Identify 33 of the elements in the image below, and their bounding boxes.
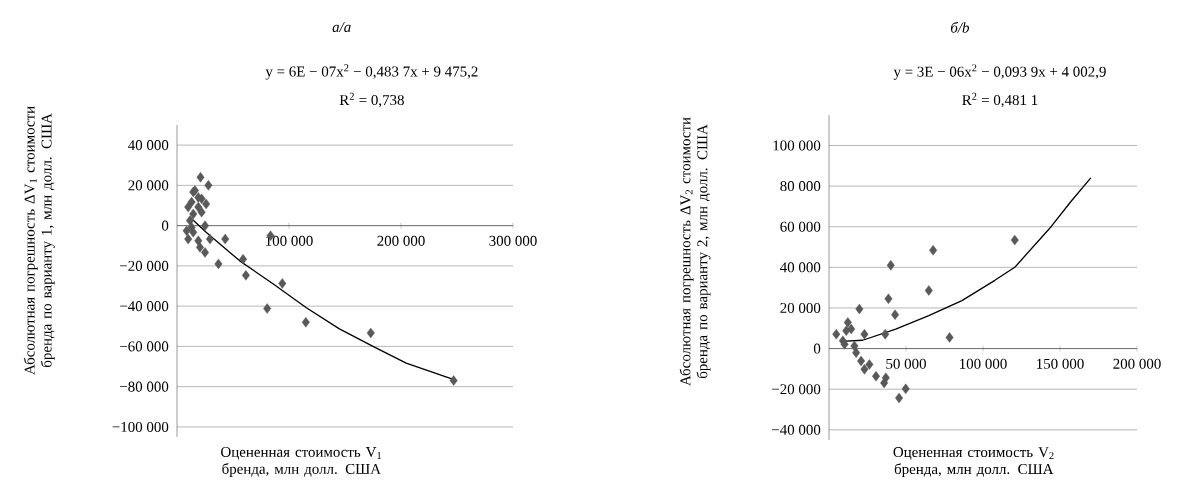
y-tick-label: 60 000	[780, 221, 821, 232]
x-axis-title: Оцененная стоимость V$_{2}$ бренда, млн долл. США	[893, 447, 1054, 478]
text: R$^{2}$ = 0,738	[339, 92, 404, 108]
text: y = 3E − 06x$^{2}$ − 0,093 9x + 4 002,9	[893, 64, 1106, 80]
y-tick-label: −40 000	[120, 301, 169, 312]
y-tick-label: −20 000	[120, 260, 169, 271]
y-tick-label: −100 000	[112, 421, 169, 432]
y-tick-label: −60 000	[120, 341, 169, 352]
y-tick-label: −20 000	[772, 384, 821, 395]
y-tick-label: 20 000	[128, 180, 169, 191]
text: R$^{2}$ = 0,481 1	[962, 92, 1038, 108]
y-tick-label: −40 000	[772, 424, 821, 435]
y-tick-label: 20 000	[780, 302, 821, 313]
y-tick-label: −80 000	[120, 381, 169, 392]
y-axis-title: Абсолютная погрешность ΔV$_{2}$ стоимости бренда по варианту 2, млн долл. США	[679, 117, 711, 386]
x-tick-label: 300 000	[489, 235, 537, 246]
y-tick-label: 100 000	[773, 140, 821, 151]
chart-title: а/a	[332, 22, 351, 33]
x-axis-title: Оцененная стоимость V$_{1}$ бренда, млн долл. США	[221, 446, 382, 477]
y-tick-label: 80 000	[780, 181, 821, 192]
x-tick-label: 150 000	[1037, 358, 1084, 369]
text: y = 6E − 07x$^{2}$ − 0,483 7x + 9 475,2	[265, 64, 478, 80]
x-tick-label: 200 000	[377, 235, 425, 246]
y-tick-label: 0	[161, 220, 169, 231]
y-axis-title: Абсолютная погрешность ΔV$_{1}$ стоимости бренда по варианту 1, млн долл. США	[23, 106, 55, 375]
y-tick-label: 40 000	[780, 262, 821, 273]
chart-title: б/b	[951, 21, 970, 33]
y-tick-label: 0	[813, 343, 821, 354]
x-tick-label: 50 000	[886, 358, 926, 369]
x-tick-label: 100 000	[960, 358, 1007, 369]
x-tick-label: 100 000	[266, 235, 313, 246]
y-tick-label: 40 000	[128, 140, 169, 151]
x-tick-label: 200 000	[1113, 358, 1161, 369]
